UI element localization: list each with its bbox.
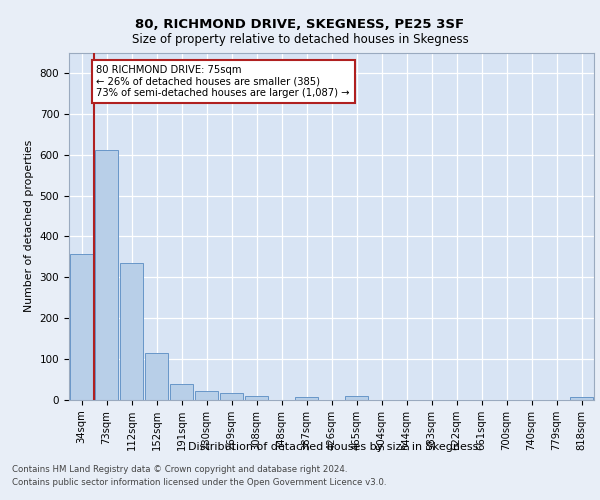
Text: Contains HM Land Registry data © Crown copyright and database right 2024.: Contains HM Land Registry data © Crown c… [12,466,347,474]
Bar [145,354,168,400]
Bar [295,396,318,400]
Bar [95,150,118,400]
Bar [170,384,193,400]
Bar [570,396,593,400]
Bar [70,254,93,400]
Text: 80, RICHMOND DRIVE, SKEGNESS, PE25 3SF: 80, RICHMOND DRIVE, SKEGNESS, PE25 3SF [136,18,464,30]
Text: Size of property relative to detached houses in Skegness: Size of property relative to detached ho… [131,32,469,46]
Bar [345,396,368,400]
Bar [220,394,243,400]
Bar [120,262,143,400]
Bar [245,396,268,400]
Text: Contains public sector information licensed under the Open Government Licence v3: Contains public sector information licen… [12,478,386,487]
Text: 80 RICHMOND DRIVE: 75sqm
← 26% of detached houses are smaller (385)
73% of semi-: 80 RICHMOND DRIVE: 75sqm ← 26% of detach… [97,65,350,98]
Bar [195,391,218,400]
Y-axis label: Number of detached properties: Number of detached properties [24,140,34,312]
Text: Distribution of detached houses by size in Skegness: Distribution of detached houses by size … [188,442,478,452]
